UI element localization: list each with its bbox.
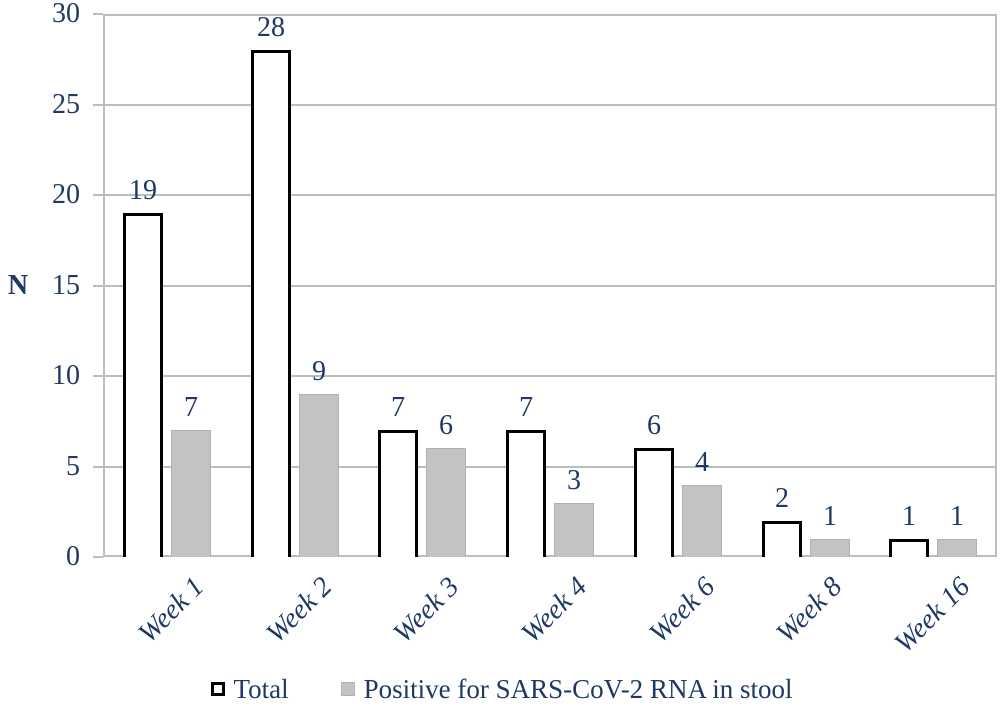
bar-positive-week-2 (299, 394, 339, 557)
y-tick-label-5: 5 (66, 450, 80, 482)
bar-total-week-2 (251, 50, 291, 557)
y-tick-15 (93, 284, 103, 287)
data-label-total-week-3: 7 (391, 392, 405, 423)
bar-positive-week-3 (426, 448, 466, 557)
x-tick-label-week-16: Week 16 (888, 571, 977, 660)
data-label-positive-week-6: 4 (695, 447, 709, 478)
bar-total-week-6 (634, 448, 674, 557)
y-tick-label-0: 0 (66, 541, 80, 572)
legend-item-total: Total (210, 674, 289, 704)
x-tick-label-week-6: Week 6 (643, 571, 721, 650)
y-tick-10 (93, 375, 103, 377)
legend-swatch-positive (340, 682, 355, 696)
y-axis-title: N (7, 269, 29, 301)
data-label-total-week-1: 19 (129, 175, 157, 206)
data-label-positive-week-3: 6 (439, 410, 453, 441)
y-tick-label-30: 30 (52, 0, 80, 29)
data-label-positive-week-16: 1 (950, 501, 964, 532)
data-label-total-week-4: 7 (519, 392, 533, 423)
x-tick-label-week-3: Week 3 (387, 571, 466, 650)
gridline-5 (103, 465, 997, 468)
bar-positive-week-1 (171, 430, 211, 557)
bar-total-week-1 (123, 213, 163, 557)
x-tick-label-week-4: Week 4 (515, 571, 594, 650)
bar-total-week-16 (889, 539, 929, 557)
bar-total-week-8 (762, 521, 802, 557)
x-tick-label-week-8: Week 8 (770, 571, 849, 650)
bar-positive-week-16 (937, 539, 977, 557)
gridline-25 (103, 103, 997, 106)
data-label-total-week-2: 28 (257, 12, 285, 43)
y-tick-20 (93, 194, 103, 196)
y-tick-label-25: 25 (52, 88, 80, 120)
data-label-positive-week-1: 7 (184, 392, 198, 423)
data-label-total-week-8: 2 (775, 483, 789, 514)
data-label-total-week-16: 1 (902, 501, 916, 532)
bar-positive-week-4 (554, 503, 594, 557)
y-tick-label-20: 20 (52, 179, 80, 210)
x-tick-label-week-1: Week 1 (132, 571, 211, 650)
data-label-total-week-6: 6 (647, 410, 661, 441)
y-tick-0 (93, 556, 103, 558)
bar-positive-week-8 (810, 539, 850, 557)
legend-item-positive: Positive for SARS-CoV-2 RNA in stool (340, 674, 793, 704)
gridline-20 (103, 194, 997, 196)
y-tick-25 (93, 103, 103, 106)
legend-label-positive: Positive for SARS-CoV-2 RNA in stool (363, 674, 793, 704)
y-tick-5 (93, 465, 103, 468)
bar-total-week-3 (378, 430, 418, 557)
data-label-positive-week-4: 3 (567, 465, 581, 496)
y-tick-label-10: 10 (52, 360, 80, 391)
legend-swatch-total (210, 682, 225, 696)
gridline-10 (103, 375, 997, 377)
legend: Total Positive for SARS-CoV-2 RNA in sto… (0, 674, 1003, 704)
x-tick-label-week-2: Week 2 (259, 571, 338, 650)
bar-total-week-4 (506, 430, 546, 557)
y-tick-label-15: 15 (52, 269, 80, 301)
legend-label-total: Total (233, 674, 289, 704)
data-label-positive-week-8: 1 (823, 501, 837, 532)
bar-positive-week-6 (682, 485, 722, 557)
data-label-positive-week-2: 9 (312, 356, 326, 387)
y-tick-30 (93, 13, 103, 15)
gridline-15 (103, 284, 997, 287)
